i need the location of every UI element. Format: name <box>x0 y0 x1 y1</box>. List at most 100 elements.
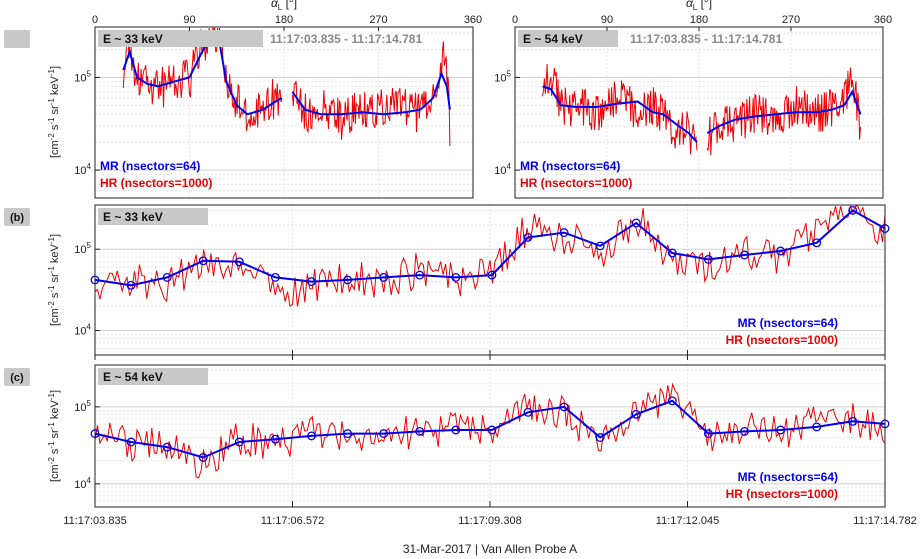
mr-point <box>667 248 677 258</box>
panel-a-left: 104 105 E ~ 33 keV 11:17:03.835 - 11:17:14.… <box>4 0 482 199</box>
mr-point <box>234 257 244 267</box>
y-axis-label: [cm-2 s-1 sr-1 keV-1] <box>47 234 61 326</box>
panel-c: 105 104 E ~ 54 keV MR (nsectors=64) HR (nsec… <box>4 364 890 508</box>
mr-point <box>198 453 208 462</box>
time-tick-label: 11:17:06.572 <box>261 515 324 527</box>
panel-title: E ~ 54 keV <box>523 32 583 46</box>
x-tick-label: 90 <box>183 14 195 26</box>
legend-mr: MR (nsectors=64) <box>738 470 838 484</box>
y-tick-label: 104 <box>74 476 91 491</box>
legend-hr: HR (nsectors=1000) <box>726 333 838 347</box>
panel-subtitle: 11:17:03.835 - 11:17:14.781 <box>270 32 422 46</box>
mr-point <box>848 205 858 215</box>
time-tick-label: 11:17:14.782 <box>853 515 916 527</box>
x-tick-label: 0 <box>512 14 518 26</box>
mr-point <box>631 409 641 419</box>
mr-point <box>270 434 280 444</box>
x-tick-label: 270 <box>782 14 800 26</box>
panel-letter-box <box>4 30 30 48</box>
time-tick-label: 11:17:09.308 <box>458 515 521 527</box>
time-tick-label: 11:17:03.835 <box>63 515 126 527</box>
panel-letter: (c) <box>10 372 24 384</box>
mr-point <box>270 272 280 282</box>
legend-mr: MR (nsectors=64) <box>100 159 200 173</box>
time-tick-label: 11:17:12.045 <box>656 515 719 527</box>
legend-hr: HR (nsectors=1000) <box>520 176 632 190</box>
mr-point <box>307 277 316 287</box>
mr-point <box>667 396 677 406</box>
title-box <box>98 208 208 225</box>
mr-point <box>740 426 749 436</box>
y-axis-label: [cm-2 s-1 sr-1 keV-1] <box>47 390 61 482</box>
panel-title: E ~ 33 keV <box>103 32 163 46</box>
x-tick-label: 360 <box>874 14 892 26</box>
panel-b: 105 104 E ~ 33 keV MR (nsectors=64) HR (nsec… <box>4 204 890 356</box>
mr-point <box>379 429 389 439</box>
x-tick-label: 360 <box>464 14 482 26</box>
hr-series-line <box>291 41 451 147</box>
mr-point <box>307 431 316 441</box>
legend-hr: HR (nsectors=1000) <box>100 176 212 190</box>
legend-mr: MR (nsectors=64) <box>520 159 620 173</box>
y-tick-label: 105 <box>74 69 91 84</box>
legend-mr: MR (nsectors=64) <box>738 316 838 330</box>
y-tick-label: 105 <box>74 399 91 414</box>
mr-series-line <box>291 70 451 116</box>
mr-point <box>126 437 136 447</box>
panel-title: E ~ 33 keV <box>103 210 163 224</box>
y-tick-label: 104 <box>74 162 91 177</box>
y-tick-label: 104 <box>74 323 91 338</box>
hr-series-line <box>542 63 698 155</box>
y-tick-label: 105 <box>494 69 511 84</box>
mr-point <box>703 254 713 264</box>
mr-point <box>595 241 605 251</box>
mr-point <box>703 429 713 439</box>
mr-point <box>559 402 569 412</box>
mr-point <box>379 272 389 282</box>
mr-point <box>848 416 858 426</box>
panel-letter-box <box>4 208 30 226</box>
mr-point <box>343 275 353 285</box>
mr-point <box>776 425 786 435</box>
x-tick-label: 90 <box>601 14 613 26</box>
mr-point <box>415 426 425 436</box>
x-axis-label-alpha: αL [°] <box>686 0 712 12</box>
mr-point <box>523 232 533 242</box>
mr-point <box>595 433 605 442</box>
x-tick-label: 180 <box>275 14 293 26</box>
mr-point <box>812 422 822 432</box>
hr-series-line <box>94 204 886 307</box>
title-box <box>98 368 208 385</box>
mr-series-line <box>706 89 862 135</box>
y-tick-label: 105 <box>74 241 91 256</box>
y-tick-label: 104 <box>494 162 511 177</box>
legend-hr: HR (nsectors=1000) <box>726 487 838 501</box>
mr-point <box>126 280 136 290</box>
title-box <box>98 30 263 47</box>
mr-series-line <box>94 209 886 287</box>
panel-subtitle: 11:17:03.835 - 11:17:14.781 <box>630 32 782 46</box>
mr-point <box>776 246 786 256</box>
footer-label: 31-Mar-2017 | Van Allen Probe A <box>403 542 577 556</box>
mr-point <box>487 425 497 435</box>
panel-a-right: 105 104 E ~ 54 keV 11:17:03.835 - 11:17:14.… <box>4 0 892 199</box>
mr-point <box>162 272 172 282</box>
mr-point <box>812 238 822 248</box>
mr-point <box>343 429 353 439</box>
x-tick-label: 0 <box>92 14 98 26</box>
mr-point <box>631 218 641 228</box>
x-tick-label: 270 <box>369 14 387 26</box>
mr-point <box>740 250 749 260</box>
mr-series-line <box>542 85 698 143</box>
panel-letter-box <box>4 368 30 386</box>
title-box <box>518 30 618 47</box>
mr-point <box>415 270 425 280</box>
x-axis-label-alpha: αL [°] <box>271 0 297 12</box>
mr-point <box>451 425 461 435</box>
mr-series-line <box>94 399 886 459</box>
panel-letter: (b) <box>10 212 24 224</box>
mr-point <box>523 407 533 417</box>
time-axis: 11:17:03.835 11:17:06.572 11:17:09.308 11:1… <box>63 350 917 527</box>
x-tick-label: 180 <box>690 14 708 26</box>
